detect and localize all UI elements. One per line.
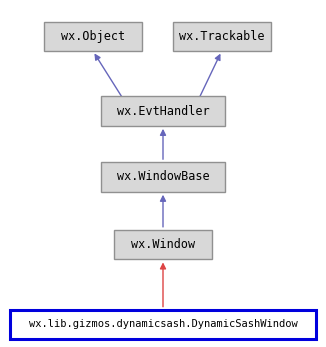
Bar	[173, 22, 271, 51]
Bar	[101, 96, 225, 126]
Bar	[44, 22, 142, 51]
Bar	[114, 230, 212, 260]
Bar	[101, 162, 225, 192]
Text: wx.lib.gizmos.dynamicsash.DynamicSashWindow: wx.lib.gizmos.dynamicsash.DynamicSashWin…	[29, 320, 297, 329]
Text: wx.EvtHandler: wx.EvtHandler	[117, 104, 209, 118]
Text: wx.Object: wx.Object	[61, 30, 125, 43]
Bar	[10, 310, 316, 339]
Text: wx.Trackable: wx.Trackable	[179, 30, 264, 43]
Text: wx.WindowBase: wx.WindowBase	[117, 170, 209, 184]
Text: wx.Window: wx.Window	[131, 238, 195, 251]
